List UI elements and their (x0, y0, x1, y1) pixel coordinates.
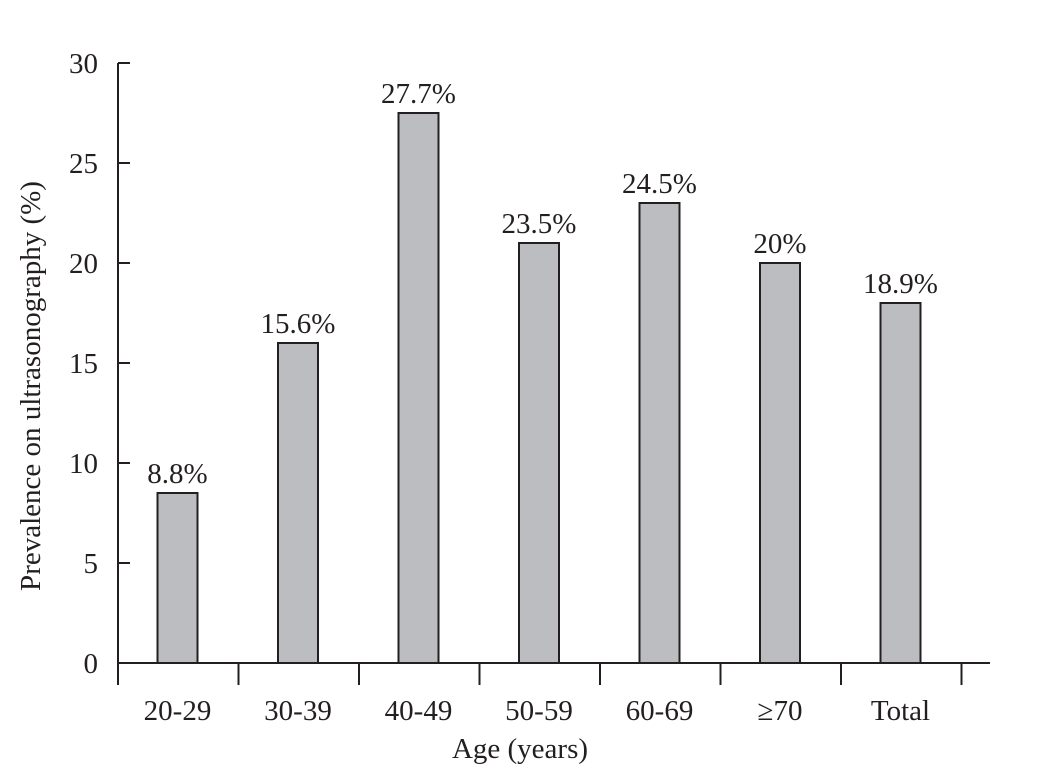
y-tick-label: 20 (69, 248, 98, 280)
y-tick-label: 0 (84, 648, 99, 680)
data-label: 18.9% (863, 268, 938, 300)
y-axis: 0 5 10 15 20 25 30 (69, 48, 130, 680)
x-axis (117, 662, 990, 685)
y-axis-title: Prevalence on ultrasonography (%) (15, 181, 47, 591)
x-tick-label: 20-29 (144, 695, 212, 727)
data-label: 20% (753, 228, 806, 260)
y-tick-label: 25 (69, 148, 98, 180)
category-labels: 20-29 30-39 40-49 50-59 60-69 ≥70 Total (144, 695, 930, 727)
y-ticks: 0 5 10 15 20 25 30 (69, 48, 130, 680)
y-tick-label: 15 (69, 348, 98, 380)
data-label: 27.7% (381, 78, 456, 110)
bar (277, 342, 319, 664)
data-labels: 8.8% 15.6% 27.7% 23.5% 24.5% 20% 18.9% (147, 78, 938, 490)
x-tick-label: 40-49 (385, 695, 453, 727)
data-label: 15.6% (261, 308, 336, 340)
x-tick-label: Total (871, 695, 930, 727)
bar (156, 492, 199, 664)
y-tick-label: 10 (69, 448, 98, 480)
x-tick-label: 60-69 (626, 695, 694, 727)
data-label: 8.8% (147, 458, 207, 490)
bar (518, 242, 560, 664)
x-axis-title: Age (years) (452, 733, 588, 765)
bar (638, 202, 681, 664)
bar (879, 302, 922, 664)
data-label: 24.5% (622, 168, 697, 200)
x-tick-label: 50-59 (505, 695, 573, 727)
bar (759, 262, 801, 664)
x-ticks (117, 663, 963, 685)
bars (156, 112, 922, 664)
y-tick-label: 30 (69, 48, 98, 80)
x-tick-label: 30-39 (264, 695, 332, 727)
x-tick-label: ≥70 (758, 695, 803, 727)
y-tick-label: 5 (84, 548, 99, 580)
bar (397, 112, 440, 664)
data-label: 23.5% (502, 208, 577, 240)
